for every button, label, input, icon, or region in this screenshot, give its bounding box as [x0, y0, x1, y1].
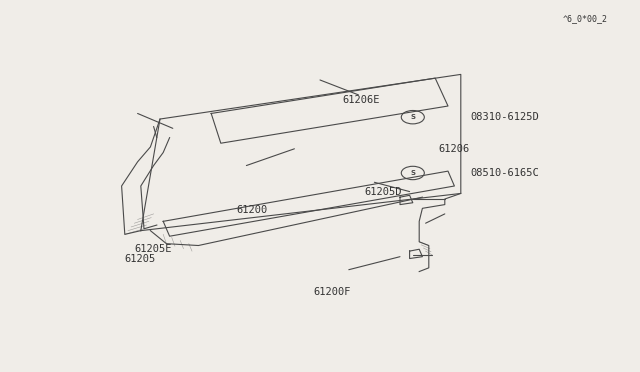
Text: 61205D: 61205D	[365, 187, 403, 196]
Text: 61205: 61205	[125, 254, 156, 263]
Text: 08310-6125D: 08310-6125D	[470, 112, 539, 122]
Text: 61200: 61200	[237, 205, 268, 215]
Text: 61205E: 61205E	[134, 244, 172, 254]
Text: 61206: 61206	[438, 144, 470, 154]
Text: ^6_0*00_2: ^6_0*00_2	[563, 14, 608, 23]
Text: S: S	[410, 170, 415, 176]
Text: 08510-6165C: 08510-6165C	[470, 168, 539, 178]
Text: S: S	[410, 114, 415, 120]
Text: 61206E: 61206E	[342, 96, 380, 105]
Text: 61200F: 61200F	[314, 287, 351, 297]
